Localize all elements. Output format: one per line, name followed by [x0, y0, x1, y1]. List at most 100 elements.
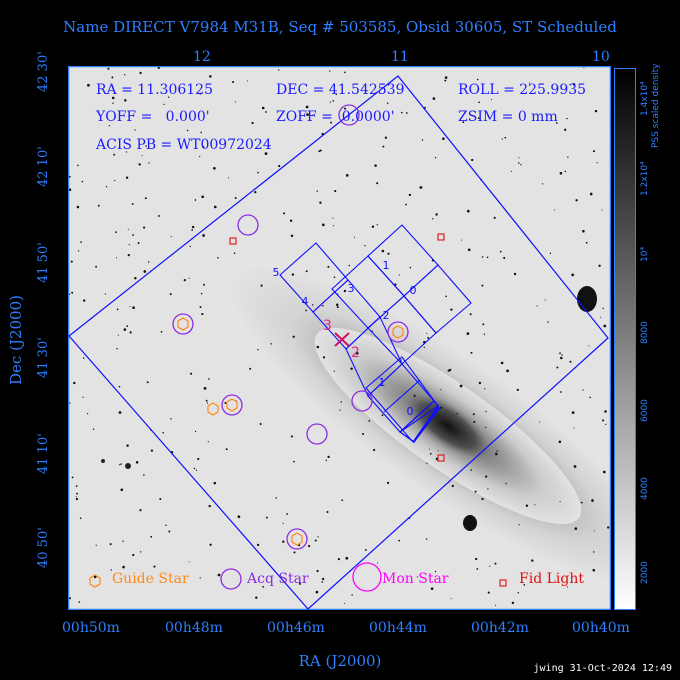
background-star	[286, 513, 288, 515]
background-star	[353, 236, 356, 238]
background-star	[188, 277, 190, 279]
background-star	[209, 543, 212, 546]
background-star	[518, 157, 520, 159]
background-star	[82, 396, 84, 398]
background-star	[470, 469, 472, 471]
background-star	[494, 562, 497, 565]
background-star	[120, 488, 124, 492]
background-star	[209, 75, 212, 78]
background-stars	[67, 65, 611, 606]
background-star	[186, 129, 189, 132]
background-star	[254, 190, 257, 194]
background-star	[371, 225, 375, 228]
background-star	[153, 565, 156, 568]
background-star	[316, 569, 319, 573]
background-star	[163, 103, 165, 106]
background-star	[476, 78, 479, 81]
background-star	[560, 391, 562, 393]
y-tick: 41 10'	[36, 433, 51, 474]
background-star	[504, 136, 507, 139]
background-star	[487, 488, 489, 490]
background-star	[160, 331, 163, 333]
background-star	[607, 526, 610, 529]
background-star	[377, 562, 379, 564]
background-star	[132, 234, 134, 236]
background-star	[333, 276, 336, 279]
y-axis-label: Dec (J2000)	[7, 295, 25, 385]
background-star	[208, 378, 210, 380]
background-star	[290, 234, 294, 238]
background-star	[202, 234, 205, 237]
background-star	[233, 252, 236, 254]
background-star	[114, 179, 116, 182]
background-star	[190, 372, 193, 375]
background-star	[290, 435, 293, 438]
background-star	[326, 510, 329, 514]
background-star	[483, 333, 486, 335]
background-star	[150, 449, 154, 452]
background-star	[298, 582, 301, 585]
guide-star	[392, 325, 404, 339]
colorbar-tick: 10⁴	[640, 246, 650, 262]
background-star	[77, 164, 79, 167]
background-star	[490, 98, 492, 101]
background-star	[569, 360, 572, 363]
background-star	[275, 497, 277, 499]
background-star	[321, 223, 325, 227]
background-star	[122, 540, 124, 542]
background-star	[409, 266, 412, 269]
background-star	[434, 157, 437, 159]
legend-guide-symbol	[89, 574, 101, 588]
y-tick: 42 30'	[36, 51, 51, 92]
background-star	[289, 219, 293, 222]
background-star	[398, 539, 401, 542]
background-star	[257, 171, 259, 174]
background-star	[450, 598, 452, 600]
background-star	[495, 604, 497, 606]
background-star	[461, 239, 463, 241]
background-star	[571, 273, 575, 277]
plot-title: Name DIRECT V7984 M31B, Seq # 503585, Ob…	[63, 18, 617, 36]
background-star	[311, 304, 314, 306]
background-star	[128, 243, 130, 246]
background-star	[316, 190, 318, 192]
background-star	[382, 145, 385, 148]
background-star	[520, 164, 522, 166]
background-star	[336, 306, 339, 309]
background-star	[317, 536, 319, 538]
background-star	[95, 544, 97, 546]
background-star	[282, 540, 285, 543]
background-star	[131, 202, 134, 205]
background-star	[237, 515, 241, 519]
background-star	[408, 193, 412, 197]
background-star	[143, 226, 146, 229]
background-star	[466, 209, 470, 213]
background-star	[199, 92, 202, 95]
background-star	[197, 457, 200, 461]
background-star	[564, 128, 567, 131]
background-star	[456, 412, 459, 415]
background-star	[87, 83, 90, 87]
background-star	[81, 180, 84, 183]
background-star	[213, 481, 217, 485]
background-star	[477, 117, 480, 119]
background-star	[592, 568, 596, 572]
background-star	[511, 601, 515, 605]
background-star	[194, 430, 197, 433]
background-star	[78, 601, 81, 603]
background-star	[332, 100, 335, 102]
background-star	[474, 490, 477, 493]
fov-outline	[68, 75, 609, 610]
background-star	[481, 497, 484, 501]
chip-label-2: 2	[383, 309, 390, 322]
background-star	[582, 229, 585, 233]
background-star	[87, 413, 89, 415]
background-star	[76, 492, 78, 495]
background-star	[459, 384, 463, 388]
background-star	[592, 150, 596, 153]
legend-guide-label: Guide Star	[112, 571, 189, 587]
background-star	[510, 170, 512, 173]
background-star	[144, 197, 147, 200]
background-star	[75, 496, 77, 498]
background-star	[344, 107, 347, 110]
